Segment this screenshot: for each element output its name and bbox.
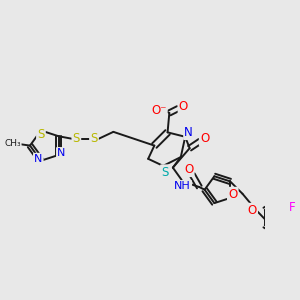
Text: N: N (57, 148, 65, 158)
Text: O: O (179, 100, 188, 113)
Text: S: S (73, 132, 80, 146)
Text: O: O (228, 188, 237, 201)
Text: CH₃: CH₃ (4, 139, 21, 148)
Text: N: N (34, 154, 43, 164)
Text: S: S (90, 132, 98, 146)
Text: O: O (200, 132, 209, 145)
Text: O: O (184, 163, 194, 176)
Text: S: S (161, 166, 169, 178)
Text: O⁻: O⁻ (151, 104, 167, 117)
Text: NH: NH (174, 181, 191, 191)
Text: N: N (184, 126, 193, 139)
Text: F: F (299, 210, 300, 223)
Text: O: O (248, 204, 257, 217)
Text: S: S (37, 128, 45, 141)
Text: F: F (289, 201, 295, 214)
